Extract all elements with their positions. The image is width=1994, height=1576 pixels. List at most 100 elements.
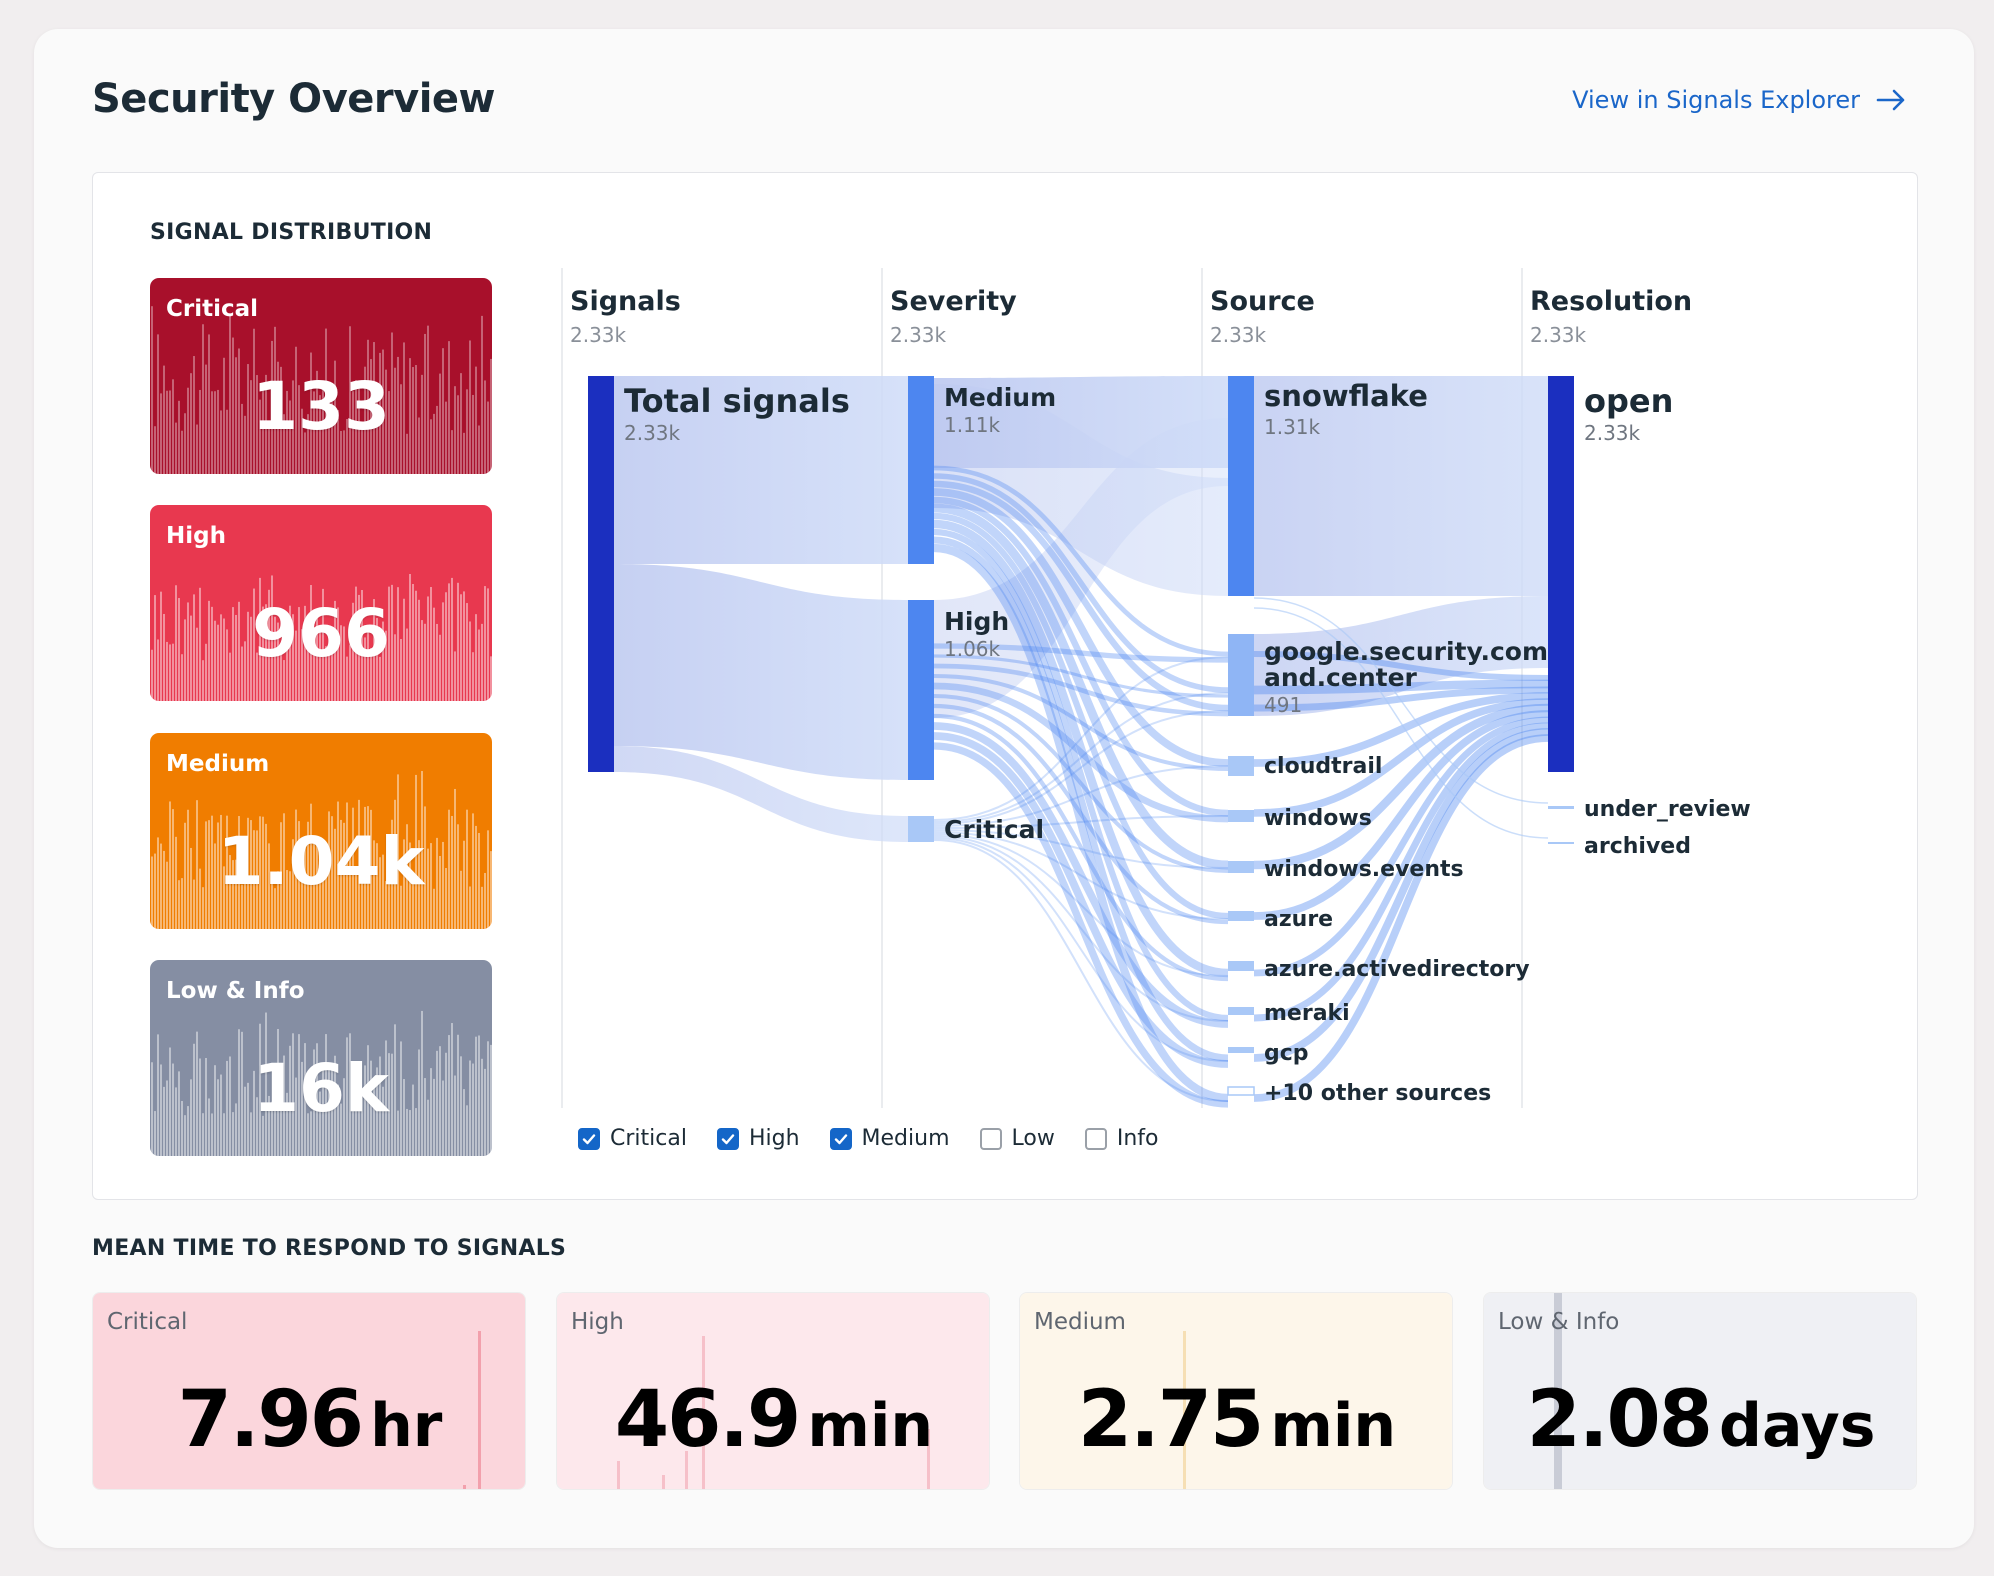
high-sparkline — [150, 505, 492, 701]
legend-label: High — [748, 1126, 800, 1151]
mttr-card-value: 46.9 min — [557, 1375, 989, 1465]
sankey-flow — [934, 376, 1228, 468]
sankey-flow — [933, 519, 1229, 978]
mttr-unit: min — [1270, 1391, 1397, 1461]
node-value: 2.33k — [1584, 421, 1641, 445]
medium-sparkline — [150, 733, 492, 929]
sankey-flow — [933, 833, 1229, 977]
sankey-flow — [1253, 679, 1549, 695]
column-title: Signals — [570, 286, 681, 317]
source-node — [1228, 1047, 1254, 1053]
signal-distribution-label: SIGNAL DISTRIBUTION — [150, 220, 433, 245]
legend-high[interactable]: High — [716, 1126, 800, 1151]
sankey-flow — [933, 465, 1229, 657]
sankey-flow — [933, 837, 1229, 1062]
sankey-flow — [933, 682, 1229, 823]
mttr-high-card[interactable]: High 46.9 min — [556, 1292, 990, 1490]
severity-node — [908, 376, 934, 564]
stat-card-label: Medium — [166, 751, 270, 777]
node-label: High — [944, 607, 1009, 636]
sankey-flow — [1253, 710, 1549, 920]
sankey-flow — [933, 692, 1229, 823]
medium-signals-card[interactable]: Medium 1.04k — [150, 733, 492, 929]
legend-label: Low — [1011, 1126, 1055, 1151]
checkbox-icon[interactable] — [1084, 1127, 1107, 1150]
legend-info[interactable]: Info — [1084, 1126, 1159, 1151]
mttr-medium-card[interactable]: Medium 2.75 min — [1019, 1292, 1453, 1490]
sankey-flow — [933, 503, 1229, 870]
severity-filter-legend: Critical High Medium Low Info — [578, 1126, 1158, 1151]
sankey-flow — [933, 643, 1229, 663]
sankey-flow — [933, 710, 1229, 825]
source-node — [1228, 376, 1254, 596]
sankey-flow — [933, 543, 1229, 1103]
node-value: 1.06k — [944, 637, 1001, 661]
mttr-card-label: Critical — [107, 1309, 188, 1335]
node-label: gcp — [1264, 1041, 1309, 1066]
sankey-flow — [1253, 607, 1549, 839]
legend-critical[interactable]: Critical — [578, 1126, 687, 1151]
sankey-flow — [933, 722, 1229, 1028]
low-info-signals-card[interactable]: Low & Info 16k — [150, 960, 492, 1156]
sankey-flow — [933, 703, 1229, 925]
legend-label: Info — [1116, 1126, 1159, 1151]
checkbox-icon[interactable] — [716, 1127, 739, 1150]
sankey-flow — [1254, 596, 1548, 716]
mttr-sparkline — [557, 1293, 989, 1489]
node-label: meraki — [1264, 1001, 1350, 1026]
column-total: 2.33k — [890, 323, 947, 347]
legend-label: Medium — [861, 1126, 950, 1151]
sankey-flow — [1253, 692, 1549, 767]
node-label: under_review — [1584, 797, 1751, 822]
node-label: Critical — [944, 815, 1044, 844]
mttr-critical-card[interactable]: Critical 7.96 hr — [92, 1292, 526, 1490]
sankey-flow — [614, 746, 908, 842]
source-node — [1228, 961, 1254, 971]
source-node — [1227, 1086, 1255, 1096]
stat-card-value: 1.04k — [217, 823, 425, 900]
sankey-flow — [614, 564, 908, 780]
high-signals-card[interactable]: High 966 — [150, 505, 492, 701]
source-node — [1228, 911, 1254, 921]
sankey-flow — [934, 418, 1228, 718]
mttr-section-label: MEAN TIME TO RESPOND TO SIGNALS — [92, 1236, 567, 1261]
source-node — [1228, 810, 1254, 822]
mttr-unit: hr — [370, 1391, 443, 1461]
view-in-signals-explorer-link[interactable]: View in Signals Explorer — [1572, 86, 1906, 114]
mttr-number: 7.96 — [177, 1375, 364, 1465]
checkbox-icon[interactable] — [829, 1127, 852, 1150]
checkbox-icon[interactable] — [979, 1127, 1002, 1150]
resolution-node — [1548, 806, 1574, 809]
sankey-flow — [1253, 597, 1549, 804]
sankey-flow — [933, 512, 1229, 920]
mttr-card-label: High — [571, 1309, 624, 1335]
mttr-sparkline — [93, 1293, 525, 1489]
node-label: Total signals — [624, 382, 850, 420]
node-label: Medium — [944, 383, 1056, 412]
stat-card-label: High — [166, 523, 226, 549]
source-node — [1228, 1007, 1254, 1015]
node-label: snowflake — [1264, 379, 1428, 413]
sankey-flow — [933, 713, 1229, 982]
severity-node — [908, 600, 934, 780]
sankey-flow — [1253, 734, 1549, 1102]
checkbox-icon[interactable] — [578, 1127, 600, 1150]
legend-low[interactable]: Low — [979, 1126, 1055, 1151]
mttr-low-info-card[interactable]: Low & Info 2.08 days — [1483, 1292, 1917, 1490]
node-value: 1.31k — [1264, 415, 1321, 439]
critical-signals-card[interactable]: Critical 133 — [150, 278, 492, 474]
mttr-number: 2.75 — [1077, 1375, 1264, 1465]
column-title: Severity — [890, 286, 1017, 317]
node-label: windows — [1264, 806, 1372, 831]
node-label: cloudtrail — [1264, 754, 1382, 779]
severity-node — [908, 816, 934, 842]
stat-card-value: 133 — [252, 368, 390, 445]
sankey-flow — [933, 693, 1229, 874]
explorer-link-label: View in Signals Explorer — [1572, 86, 1860, 114]
node-label: +10 other sources — [1264, 1081, 1491, 1106]
node-value: 2.33k — [624, 421, 681, 445]
column-total: 2.33k — [570, 323, 627, 347]
legend-medium[interactable]: Medium — [829, 1126, 950, 1151]
sankey-flow — [933, 829, 1229, 869]
resolution-node — [1548, 376, 1574, 772]
